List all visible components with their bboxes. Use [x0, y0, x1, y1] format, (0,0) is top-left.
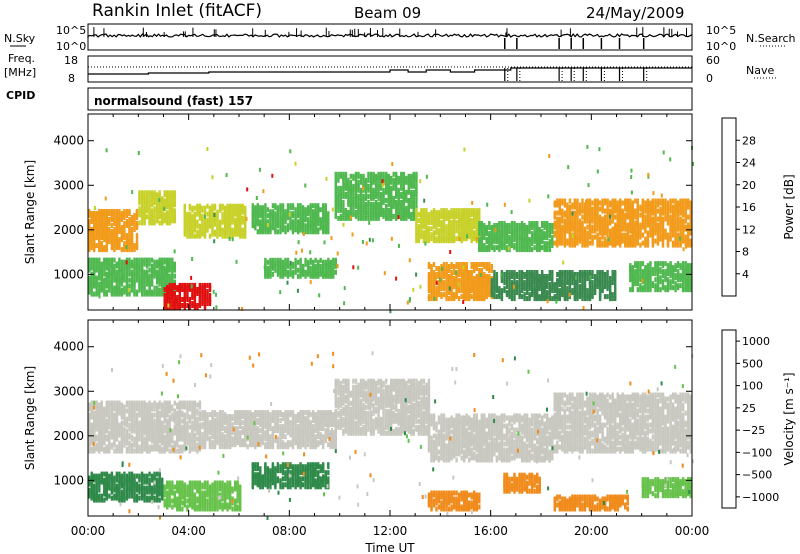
- colorbar-tick: 20: [742, 179, 756, 192]
- freq-label: Freq.: [8, 52, 35, 65]
- ylabel: Slant Range [km]: [23, 160, 37, 264]
- band-power-1: [138, 190, 176, 226]
- band-velocity-5: [88, 471, 164, 503]
- nsky-label: N.Sky: [4, 32, 36, 45]
- colorbar-tick: 28: [742, 134, 756, 147]
- colorbar-tick: 16: [742, 201, 756, 214]
- velocity-scatter: [92, 351, 694, 520]
- beam-title: Beam 09: [354, 4, 421, 22]
- band-power-5: [415, 208, 481, 244]
- band-power-0: [88, 209, 139, 253]
- nsky-tick-bottom-right: 10^0: [706, 40, 736, 53]
- ytick-label: 1000: [53, 267, 84, 281]
- xtick-label: 00:00: [675, 524, 710, 538]
- colorbar-label: Velocity [m s⁻¹]: [782, 372, 796, 465]
- colorbar-tick: 4: [742, 268, 749, 281]
- band-power-6: [478, 221, 554, 253]
- ylabel: Slant Range [km]: [23, 366, 37, 470]
- xtick-label: 00:00: [71, 524, 106, 538]
- ytick-label: 3000: [53, 178, 84, 192]
- colorbar-tick: −1000: [742, 491, 779, 504]
- xlabel: Time UT: [364, 541, 415, 554]
- ytick-label: 2000: [53, 429, 84, 443]
- power-scatter: [93, 144, 694, 314]
- cpid-label: CPID: [6, 89, 35, 102]
- nave-tick-bottom: 0: [706, 72, 713, 85]
- xtick-label: 12:00: [373, 524, 408, 538]
- ytick-label: 3000: [53, 384, 84, 398]
- freq-unit: [MHz]: [4, 66, 36, 79]
- xtick-label: 08:00: [272, 524, 307, 538]
- band-velocity-11: [641, 477, 692, 499]
- ytick-label: 4000: [53, 134, 84, 148]
- xtick-label: 04:00: [171, 524, 206, 538]
- velocity-colorbar: 1000 500 100 25 −25 −100 −500 −1000 Velocity [m …: [721, 329, 796, 509]
- band-velocity-7: [251, 462, 330, 490]
- date-title: 24/May/2009: [586, 4, 684, 22]
- band-velocity-8: [427, 490, 481, 512]
- band-velocity-1: [201, 410, 337, 450]
- nsky-tick-top-right: 10^5: [706, 24, 736, 37]
- band-power-13: [629, 261, 692, 293]
- colorbar-tick: 100: [742, 380, 763, 393]
- velocity-panel: 1000 2000 3000 4000 Slant Range [km] 00:00 04:…: [23, 319, 710, 538]
- band-power-3: [251, 203, 330, 235]
- ytick-label: 2000: [53, 223, 84, 237]
- band-power-4: [334, 171, 418, 221]
- xtick-label: 20:00: [574, 524, 609, 538]
- ytick-label: 1000: [53, 473, 84, 487]
- band-power-8: [88, 257, 176, 297]
- colorbar-tick: 8: [742, 246, 749, 259]
- xtick-label: 16:00: [473, 524, 508, 538]
- nave-tick-top: 60: [706, 54, 720, 67]
- colorbar-tick: 1000: [742, 335, 770, 348]
- band-power-9: [163, 282, 212, 310]
- colorbar-label: Power [dB]: [782, 174, 796, 239]
- colorbar-tick: 24: [742, 157, 756, 170]
- nsearch-label: N.Search: [746, 32, 796, 45]
- band-power-12: [490, 270, 617, 302]
- cpid-panel: normalsound (fast) 157: [87, 87, 693, 111]
- band-velocity-3: [427, 413, 554, 463]
- colorbar-tick: −500: [742, 469, 772, 482]
- power-panel: 1000 2000 3000 4000 Slant Range [km]: [23, 113, 694, 314]
- colorbar-tick: −100: [742, 446, 772, 459]
- freq-tick-bottom: 8: [68, 72, 75, 85]
- band-velocity-0: [88, 400, 202, 454]
- freq-panel: [87, 55, 693, 83]
- colorbar-tick: 25: [742, 402, 756, 415]
- power-colorbar: 4 8 12 16 20 24 28 Power [dB]: [721, 117, 796, 297]
- cpid-text: normalsound (fast) 157: [94, 94, 253, 108]
- band-velocity-9: [503, 472, 541, 494]
- band-velocity-6: [163, 480, 242, 512]
- nsky-tick-top: 10^5: [56, 24, 86, 37]
- colorbar-tick: 12: [742, 223, 756, 236]
- nsky-tick-bottom: 10^0: [56, 40, 86, 53]
- band-velocity-2: [334, 378, 431, 436]
- freq-tick-top: 18: [64, 54, 78, 67]
- station-title: Rankin Inlet (fitACF): [92, 1, 262, 21]
- band-velocity-4: [553, 392, 692, 454]
- band-velocity-10: [553, 494, 629, 512]
- nave-label: Nave: [746, 64, 774, 77]
- nsky-panel: [87, 23, 693, 51]
- colorbar-tick: 500: [742, 357, 763, 370]
- ytick-label: 4000: [53, 340, 84, 354]
- band-power-2: [183, 203, 247, 239]
- band-power-7: [553, 198, 692, 248]
- colorbar-tick: −25: [742, 424, 765, 437]
